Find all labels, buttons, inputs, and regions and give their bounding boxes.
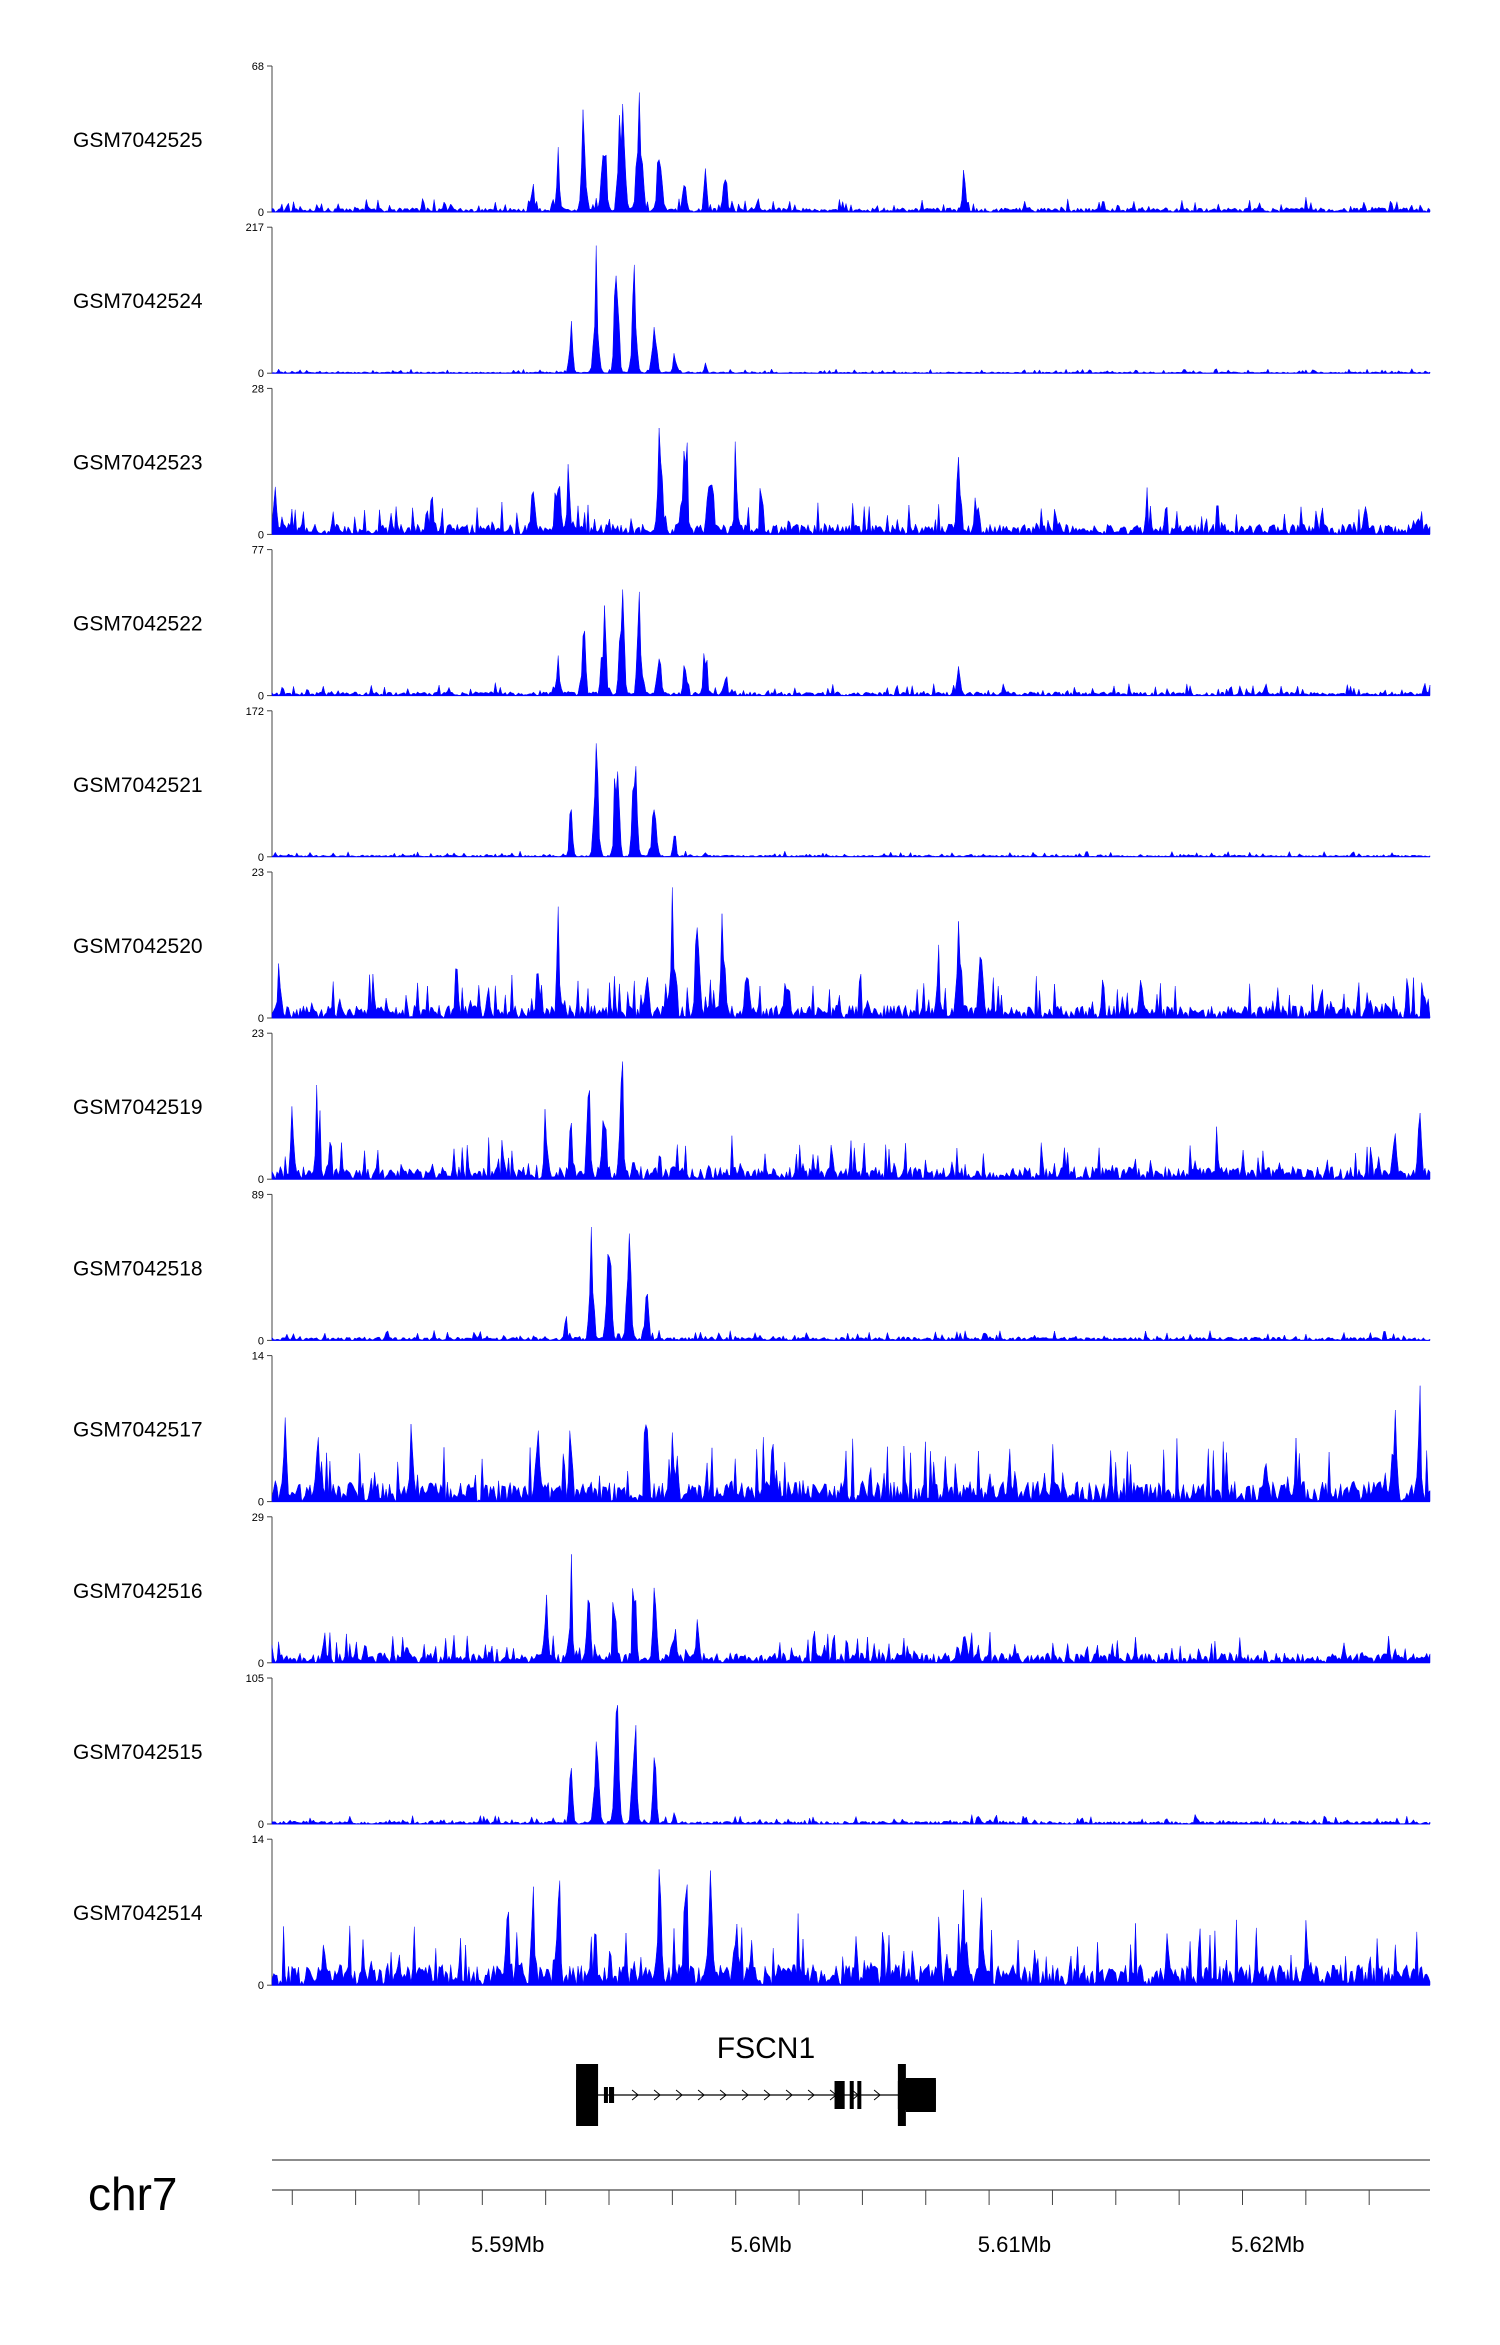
strand-arrow <box>785 2089 793 2101</box>
coverage-area <box>271 1061 1431 1180</box>
track-label: GSM7042515 <box>73 1741 203 1764</box>
y-max-label: 29 <box>252 1512 264 1524</box>
y-min-label: 0 <box>258 368 264 380</box>
gene-exon <box>834 2081 845 2109</box>
gene-exon <box>905 2078 936 2112</box>
coverage-area <box>271 743 1431 858</box>
y-min-label: 0 <box>258 852 264 864</box>
strand-arrow <box>653 2089 661 2101</box>
chromosome-label: chr7 <box>88 2168 177 2220</box>
coverage-area <box>271 1705 1431 1825</box>
coverage-area <box>271 887 1431 1019</box>
coverage-area <box>271 1554 1431 1664</box>
track-label: GSM7042518 <box>73 1257 203 1280</box>
y-max-label: 23 <box>252 867 264 879</box>
track-label: GSM7042517 <box>73 1419 203 1442</box>
track-label: GSM7042519 <box>73 1096 203 1119</box>
y-min-label: 0 <box>258 207 264 219</box>
strand-arrow <box>763 2089 771 2101</box>
gene-exon <box>576 2064 599 2126</box>
strand-arrow <box>741 2089 749 2101</box>
strand-arrow <box>631 2089 639 2101</box>
gene-exon <box>603 2087 608 2103</box>
coverage-area <box>271 1869 1431 1986</box>
gene-exon <box>857 2081 862 2109</box>
y-min-label: 0 <box>258 1335 264 1347</box>
y-max-label: 89 <box>252 1189 264 1201</box>
y-max-label: 23 <box>252 1028 264 1040</box>
coverage-area <box>271 92 1431 213</box>
axis-tick-label: 5.6Mb <box>730 2232 791 2257</box>
track-label: GSM7042523 <box>73 451 203 474</box>
y-min-label: 0 <box>258 1013 264 1025</box>
track-label: GSM7042525 <box>73 129 203 152</box>
coverage-area <box>271 245 1431 374</box>
coverage-area <box>271 1385 1431 1503</box>
strand-arrow <box>719 2089 727 2101</box>
y-min-label: 0 <box>258 1658 264 1670</box>
axis-tick-label: 5.61Mb <box>978 2232 1051 2257</box>
y-max-label: 172 <box>246 706 264 718</box>
y-max-label: 105 <box>246 1673 264 1685</box>
gene-name: FSCN1 <box>717 2032 815 2065</box>
gene-exon <box>609 2087 615 2103</box>
y-min-label: 0 <box>258 1497 264 1509</box>
y-min-label: 0 <box>258 529 264 541</box>
strand-arrow <box>697 2089 705 2101</box>
track-label: GSM7042521 <box>73 774 203 797</box>
y-max-label: 68 <box>252 61 264 73</box>
track-label: GSM7042514 <box>73 1902 203 1925</box>
coverage-area <box>271 427 1431 536</box>
axis-tick-label: 5.59Mb <box>471 2232 544 2257</box>
coverage-area <box>271 1226 1431 1342</box>
track-label: GSM7042524 <box>73 290 203 313</box>
track-label: GSM7042522 <box>73 613 203 636</box>
strand-arrow <box>873 2089 881 2101</box>
strand-arrow <box>675 2089 683 2101</box>
y-max-label: 77 <box>252 545 264 557</box>
y-max-label: 14 <box>252 1834 264 1846</box>
y-min-label: 0 <box>258 1980 264 1992</box>
strand-arrow <box>807 2089 815 2101</box>
y-max-label: 14 <box>252 1351 264 1363</box>
y-min-label: 0 <box>258 691 264 703</box>
y-max-label: 217 <box>246 222 264 234</box>
axis-tick-label: 5.62Mb <box>1231 2232 1304 2257</box>
y-min-label: 0 <box>258 1174 264 1186</box>
track-label: GSM7042520 <box>73 935 203 958</box>
gene-exon <box>849 2081 854 2109</box>
track-label: GSM7042516 <box>73 1580 203 1603</box>
y-min-label: 0 <box>258 1819 264 1831</box>
gene-exon <box>897 2064 906 2126</box>
coverage-area <box>271 589 1431 697</box>
y-max-label: 28 <box>252 383 264 395</box>
